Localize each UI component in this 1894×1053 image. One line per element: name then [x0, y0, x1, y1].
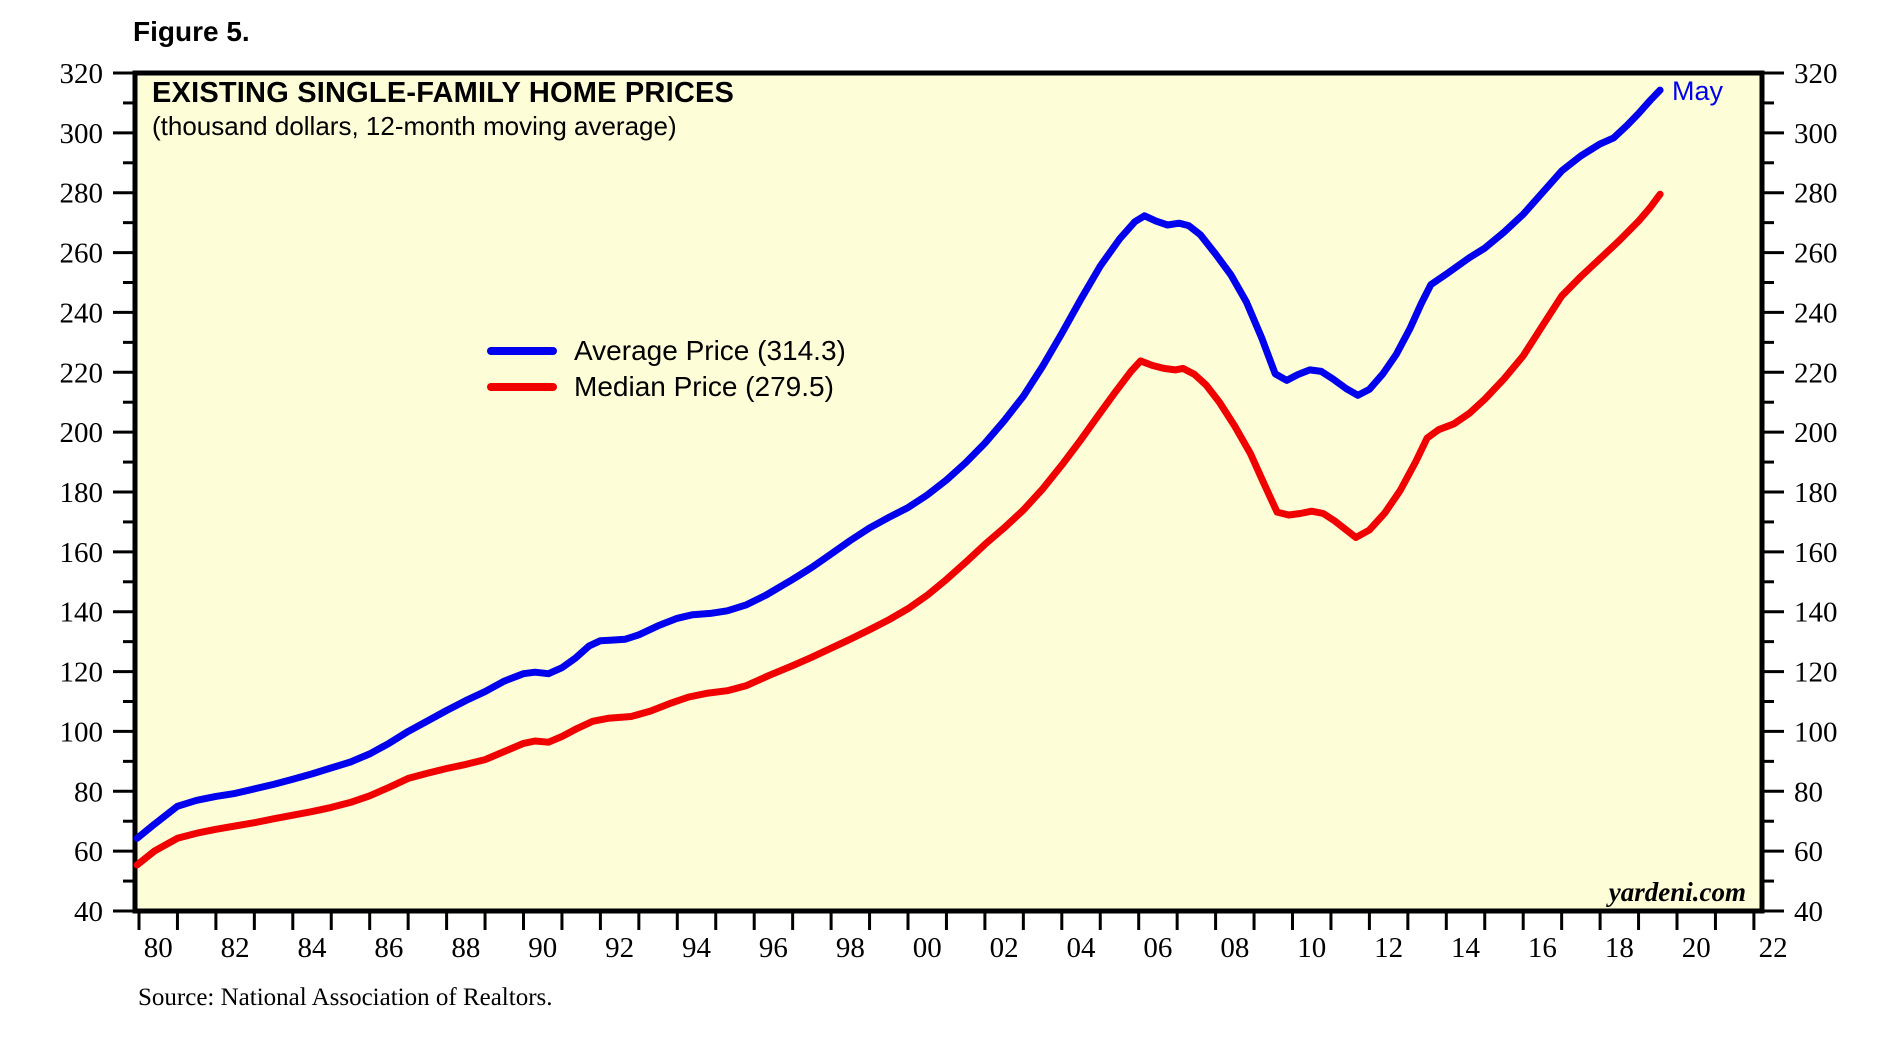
yardeni-watermark: yardeni.com [1608, 877, 1746, 907]
chart-title: EXISTING SINGLE-FAMILY HOME PRICES [152, 77, 735, 109]
y-axis-tick-label-right: 260 [1794, 238, 1838, 270]
x-axis-tick-label: 12 [1374, 932, 1403, 964]
x-axis-tick-label: 02 [990, 932, 1019, 964]
y-axis-tick-label-right: 240 [1794, 297, 1838, 329]
source-note: Source: National Association of Realtors… [138, 984, 553, 1011]
x-axis-tick-label: 18 [1605, 932, 1634, 964]
y-axis-tick-label-right: 80 [1794, 776, 1823, 808]
y-axis-tick-label-right: 40 [1794, 896, 1823, 928]
y-axis-tick-label-left: 180 [60, 477, 104, 509]
x-axis-tick-label: 86 [374, 932, 403, 964]
y-axis-tick-label-left: 200 [60, 417, 104, 449]
plot-area [132, 70, 1765, 914]
x-axis-tick-label: 22 [1759, 932, 1788, 964]
median-price-legend-swatch [487, 383, 557, 391]
x-axis-tick-label: 80 [144, 932, 173, 964]
x-axis-tick-label: 06 [1143, 932, 1172, 964]
y-axis-tick-label-left: 240 [60, 297, 104, 329]
average-price-line [133, 86, 1664, 842]
y-axis-tick-label-right: 120 [1794, 657, 1838, 689]
chart-subtitle: (thousand dollars, 12-month moving avera… [152, 111, 677, 141]
y-axis-tick-label-right: 100 [1794, 716, 1838, 748]
x-axis-tick-label: 20 [1682, 932, 1711, 964]
y-axis-tick-label-right: 60 [1794, 836, 1823, 868]
x-axis-tick-label: 16 [1528, 932, 1557, 964]
y-axis-tick-label-left: 40 [74, 896, 103, 928]
legend-row-average: Average Price (314.3) [487, 333, 846, 369]
y-axis-tick-label-right: 280 [1794, 178, 1838, 210]
y-axis-tick-label-left: 60 [74, 836, 103, 868]
median-price-line [133, 190, 1664, 869]
y-axis-tick-label-left: 100 [60, 716, 104, 748]
x-axis-tick-label: 90 [528, 932, 557, 964]
y-axis-tick-label-left: 300 [60, 118, 104, 150]
x-axis-tick-label: 88 [451, 932, 480, 964]
x-axis-tick-label: 04 [1067, 932, 1097, 964]
figure-label: Figure 5. [133, 16, 250, 47]
y-axis-tick-label-right: 180 [1794, 477, 1838, 509]
y-axis-tick-label-right: 160 [1794, 537, 1838, 569]
y-axis-tick-label-left: 160 [60, 537, 104, 569]
x-axis-tick-label: 00 [913, 932, 942, 964]
y-axis-tick-label-left: 120 [60, 657, 104, 689]
y-axis-tick-label-left: 280 [60, 178, 104, 210]
x-axis-tick-label: 96 [759, 932, 788, 964]
x-axis-tick-label: 08 [1220, 932, 1249, 964]
y-axis-tick-label-right: 220 [1794, 357, 1838, 389]
y-axis-tick-label-left: 140 [60, 597, 104, 629]
y-axis-tick-label-left: 320 [60, 58, 104, 90]
y-axis-tick-label-left: 260 [60, 238, 104, 270]
y-axis-tick-label-right: 140 [1794, 597, 1838, 629]
last-point-annotation: May [1672, 76, 1724, 106]
x-axis-tick-label: 82 [221, 932, 250, 964]
median-price-legend-label: Median Price (279.5) [574, 371, 834, 402]
x-axis-tick-label: 10 [1297, 932, 1326, 964]
x-axis-tick-label: 14 [1451, 932, 1481, 964]
legend-row-median: Median Price (279.5) [487, 369, 846, 405]
y-axis-tick-label-right: 320 [1794, 58, 1838, 90]
y-axis-tick-label-right: 200 [1794, 417, 1838, 449]
y-axis-tick-label-right: 300 [1794, 118, 1838, 150]
x-axis-tick-label: 84 [298, 932, 328, 964]
x-axis-tick-label: 98 [836, 932, 865, 964]
average-price-legend-swatch [487, 347, 557, 355]
x-axis-tick-label: 92 [605, 932, 634, 964]
x-axis-tick-label: 94 [682, 932, 712, 964]
legend: Average Price (314.3) Median Price (279.… [487, 333, 846, 405]
y-axis-tick-label-left: 80 [74, 776, 103, 808]
y-axis-tick-label-left: 220 [60, 357, 104, 389]
average-price-legend-label: Average Price (314.3) [574, 335, 846, 366]
